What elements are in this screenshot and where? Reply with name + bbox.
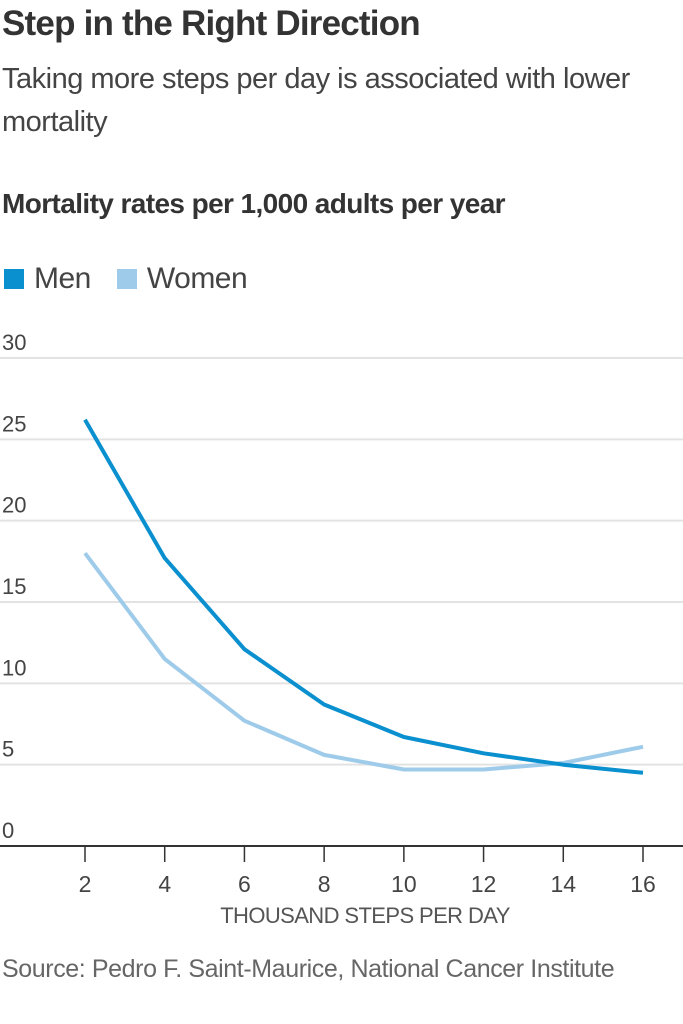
x-axis-label: THOUSAND STEPS PER DAY [220, 903, 510, 928]
legend-swatch-women [116, 269, 137, 289]
chart-title: Step in the Right Direction [2, 4, 421, 43]
chart-heading: Mortality rates per 1,000 adults per yea… [2, 188, 506, 219]
y-tick-label: 25 [2, 411, 26, 436]
y-tick-label: 5 [2, 737, 14, 762]
y-tick-label: 20 [2, 493, 26, 518]
series-line-women [83, 551, 644, 772]
y-tick-label: 15 [2, 574, 26, 599]
x-axis: 2 4 6 8 10 12 14 16 [0, 845, 683, 897]
x-tick-label: 2 [79, 871, 92, 897]
source-note: Source: Pedro F. Saint-Maurice, National… [2, 955, 615, 983]
y-axis-ticks: 0 5 10 15 20 25 30 [2, 330, 26, 843]
series-lines [83, 418, 644, 775]
series-line-men [83, 418, 644, 775]
legend-swatch-men [4, 269, 24, 289]
x-tick-label: 8 [318, 871, 331, 897]
x-tick-label: 16 [630, 871, 656, 897]
legend-label-women: Women [146, 262, 248, 295]
line-chart: 0 5 10 15 20 25 30 2 4 6 8 10 12 14 16 THOUSAND STEPS… [0, 330, 683, 928]
legend-item-women: Women [116, 262, 248, 296]
x-tick-label: 14 [550, 871, 576, 897]
y-tick-label: 10 [2, 655, 26, 680]
y-tick-label: 30 [2, 330, 26, 355]
gridlines [0, 357, 683, 766]
x-tick-label: 10 [391, 871, 417, 897]
y-tick-label: 0 [2, 818, 14, 843]
x-tick-label: 12 [471, 871, 497, 897]
legend-item-men: Men [4, 262, 91, 296]
legend-label-men: Men [34, 262, 91, 295]
chart-subtitle: Taking more steps per day is associated … [2, 63, 630, 138]
legend: Men Women [4, 262, 273, 296]
x-tick-label: 6 [238, 871, 251, 897]
x-tick-label: 4 [158, 871, 171, 897]
